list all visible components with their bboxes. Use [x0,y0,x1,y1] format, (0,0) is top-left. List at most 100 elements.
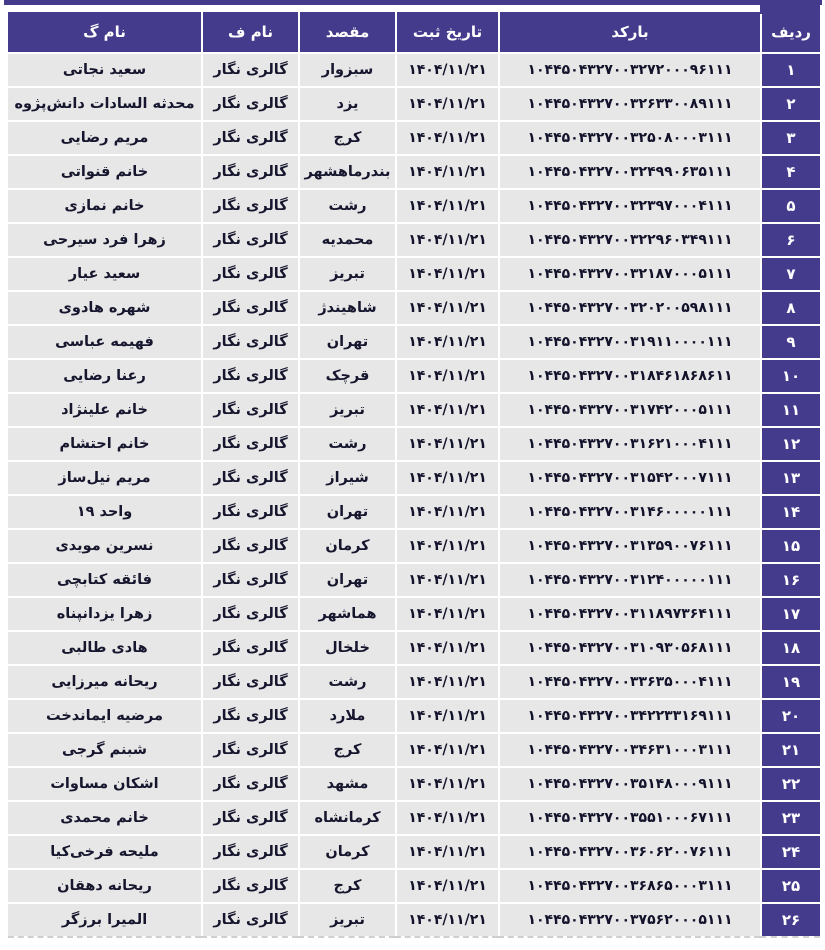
cell-last-name: زهرا فرد سیرحی [8,223,202,258]
cell-last-name: مریم رضایی [8,121,202,156]
cell-row-number: ۲۶ [760,903,820,938]
cell-date: ۱۴۰۴/۱۱/۲۱ [395,359,499,394]
column-header-barcode: بارکد [498,12,761,54]
cell-first-name: گالری نگار [201,291,299,326]
cell-barcode: ۱۰۴۴۵۰۴۳۲۷۰۰۳۱۸۴۶۱۸۶۸۶۱۱ [498,359,761,394]
cell-barcode: ۱۰۴۴۵۰۴۳۲۷۰۰۳۱۱۸۹۷۳۶۴۱۱۱ [498,597,761,632]
cell-destination: رشت [298,427,396,462]
cell-destination: شیراز [298,461,396,496]
table-row: ۱۶ ۱۰۴۴۵۰۴۳۲۷۰۰۳۱۲۴۰۰۰۰۰۱۱۱ ۱۴۰۴/۱۱/۲۱ ت… [8,563,820,598]
cell-last-name: سعید نجاتی [8,53,202,88]
cell-barcode: ۱۰۴۴۵۰۴۳۲۷۰۰۳۲۵۰۸۰۰۰۳۱۱۱ [498,121,761,156]
cell-first-name: گالری نگار [201,563,299,598]
cell-date: ۱۴۰۴/۱۱/۲۱ [395,53,499,88]
table-row: ۸ ۱۰۴۴۵۰۴۳۲۷۰۰۳۲۰۲۰۰۵۹۸۱۱۱ ۱۴۰۴/۱۱/۲۱ شا… [8,291,820,326]
cell-barcode: ۱۰۴۴۵۰۴۳۲۷۰۰۳۵۱۴۸۰۰۰۹۱۱۱ [498,767,761,802]
cell-barcode: ۱۰۴۴۵۰۴۳۲۷۰۰۳۲۲۹۶۰۳۴۹۱۱۱ [498,223,761,258]
cell-last-name: نسرین مویدی [8,529,202,564]
cell-last-name: شهره هادوی [8,291,202,326]
cell-first-name: گالری نگار [201,461,299,496]
cell-first-name: گالری نگار [201,495,299,530]
cell-destination: تبریز [298,393,396,428]
cell-first-name: گالری نگار [201,223,299,258]
cell-date: ۱۴۰۴/۱۱/۲۱ [395,699,499,734]
cell-barcode: ۱۰۴۴۵۰۴۳۲۷۰۰۳۲۶۳۳۰۰۸۹۱۱۱ [498,87,761,122]
cell-last-name: المیرا برزگر [8,903,202,938]
table-row: ۱۵ ۱۰۴۴۵۰۴۳۲۷۰۰۳۱۳۵۹۰۰۷۶۱۱۱ ۱۴۰۴/۱۱/۲۱ ک… [8,529,820,564]
cell-first-name: گالری نگار [201,53,299,88]
cell-barcode: ۱۰۴۴۵۰۴۳۲۷۰۰۳۱۳۵۹۰۰۷۶۱۱۱ [498,529,761,564]
column-header-last-name: نام گ [8,12,202,54]
table-row: ۲ ۱۰۴۴۵۰۴۳۲۷۰۰۳۲۶۳۳۰۰۸۹۱۱۱ ۱۴۰۴/۱۱/۲۱ یز… [8,87,820,122]
cell-date: ۱۴۰۴/۱۱/۲۱ [395,291,499,326]
cell-barcode: ۱۰۴۴۵۰۴۳۲۷۰۰۳۱۲۴۰۰۰۰۰۱۱۱ [498,563,761,598]
cell-row-number: ۱۱ [760,393,820,428]
cell-barcode: ۱۰۴۴۵۰۴۳۲۷۰۰۳۲۱۸۷۰۰۰۵۱۱۱ [498,257,761,292]
cell-last-name: زهرا یزدانپناه [8,597,202,632]
cell-last-name: فائقه کتابچی [8,563,202,598]
cell-destination: محمدیه [298,223,396,258]
cell-first-name: گالری نگار [201,665,299,700]
cell-date: ۱۴۰۴/۱۱/۲۱ [395,529,499,564]
cell-row-number: ۱۳ [760,461,820,496]
cell-date: ۱۴۰۴/۱۱/۲۱ [395,393,499,428]
cell-last-name: شبنم گرجی [8,733,202,768]
cell-destination: کرمانشاه [298,801,396,836]
cell-first-name: گالری نگار [201,869,299,904]
cell-date: ۱۴۰۴/۱۱/۲۱ [395,189,499,224]
cell-date: ۱۴۰۴/۱۱/۲۱ [395,597,499,632]
cell-row-number: ۲۵ [760,869,820,904]
cell-first-name: گالری نگار [201,903,299,938]
cell-date: ۱۴۰۴/۱۱/۲۱ [395,631,499,666]
cell-last-name: سعید عیار [8,257,202,292]
cell-barcode: ۱۰۴۴۵۰۴۳۲۷۰۰۳۲۰۲۰۰۵۹۸۱۱۱ [498,291,761,326]
cell-destination: هماشهر [298,597,396,632]
cell-row-number: ۱ [760,53,820,88]
table-header: ردیف بارکد تاریخ ثبت مقصد نام ف نام گ [8,12,820,54]
cell-destination: خلخال [298,631,396,666]
table-row: ۲۲ ۱۰۴۴۵۰۴۳۲۷۰۰۳۵۱۴۸۰۰۰۹۱۱۱ ۱۴۰۴/۱۱/۲۱ م… [8,767,820,802]
cell-first-name: گالری نگار [201,801,299,836]
cell-destination: کرج [298,869,396,904]
header-row: ردیف بارکد تاریخ ثبت مقصد نام ف نام گ [8,12,820,54]
table-row: ۲۰ ۱۰۴۴۵۰۴۳۲۷۰۰۳۴۲۲۳۳۱۶۹۱۱۱ ۱۴۰۴/۱۱/۲۱ م… [8,699,820,734]
cell-destination: کرمان [298,529,396,564]
cell-row-number: ۸ [760,291,820,326]
cell-last-name: خانم علینژاد [8,393,202,428]
cell-barcode: ۱۰۴۴۵۰۴۳۲۷۰۰۳۱۰۹۳۰۵۶۸۱۱۱ [498,631,761,666]
table-row: ۲۶ ۱۰۴۴۵۰۴۳۲۷۰۰۳۷۵۶۲۰۰۰۵۱۱۱ ۱۴۰۴/۱۱/۲۱ ت… [8,903,820,938]
table-row: ۱۴ ۱۰۴۴۵۰۴۳۲۷۰۰۳۱۴۶۰۰۰۰۰۱۱۱ ۱۴۰۴/۱۱/۲۱ ت… [8,495,820,530]
cell-first-name: گالری نگار [201,597,299,632]
cell-destination: شاهیندژ [298,291,396,326]
table-row: ۲۴ ۱۰۴۴۵۰۴۳۲۷۰۰۳۶۰۶۲۰۰۷۶۱۱۱ ۱۴۰۴/۱۱/۲۱ ک… [8,835,820,870]
cell-first-name: گالری نگار [201,325,299,360]
cell-destination: بندرماهشهر [298,155,396,190]
cell-last-name: ملیحه فرخی‌کیا [8,835,202,870]
table-row: ۲۱ ۱۰۴۴۵۰۴۳۲۷۰۰۳۴۶۳۱۰۰۰۳۱۱۱ ۱۴۰۴/۱۱/۲۱ ک… [8,733,820,768]
cell-destination: قرچک [298,359,396,394]
cell-first-name: گالری نگار [201,631,299,666]
cell-barcode: ۱۰۴۴۵۰۴۳۲۷۰۰۳۱۵۴۲۰۰۰۷۱۱۱ [498,461,761,496]
column-header-destination: مقصد [298,12,396,54]
cell-barcode: ۱۰۴۴۵۰۴۳۲۷۰۰۳۵۵۱۰۰۰۶۷۱۱۱ [498,801,761,836]
table-row: ۴ ۱۰۴۴۵۰۴۳۲۷۰۰۳۲۴۹۹۰۶۳۵۱۱۱ ۱۴۰۴/۱۱/۲۱ بن… [8,155,820,190]
table-row: ۵ ۱۰۴۴۵۰۴۳۲۷۰۰۳۲۳۹۷۰۰۰۴۱۱۱ ۱۴۰۴/۱۱/۲۱ رش… [8,189,820,224]
cell-date: ۱۴۰۴/۱۱/۲۱ [395,835,499,870]
cell-first-name: گالری نگار [201,155,299,190]
cell-row-number: ۱۷ [760,597,820,632]
cell-date: ۱۴۰۴/۱۱/۲۱ [395,563,499,598]
cell-barcode: ۱۰۴۴۵۰۴۳۲۷۰۰۳۴۶۳۱۰۰۰۳۱۱۱ [498,733,761,768]
cell-barcode: ۱۰۴۴۵۰۴۳۲۷۰۰۳۱۷۴۲۰۰۰۵۱۱۱ [498,393,761,428]
cell-destination: تبریز [298,903,396,938]
cell-first-name: گالری نگار [201,427,299,462]
radif-header-extension [760,0,820,14]
table-row: ۱۲ ۱۰۴۴۵۰۴۳۲۷۰۰۳۱۶۲۱۰۰۰۴۱۱۱ ۱۴۰۴/۱۱/۲۱ ر… [8,427,820,462]
cell-first-name: گالری نگار [201,87,299,122]
cell-date: ۱۴۰۴/۱۱/۲۱ [395,903,499,938]
cell-date: ۱۴۰۴/۱۱/۲۱ [395,869,499,904]
cell-last-name: ریحانه دهقان [8,869,202,904]
table-row: ۳ ۱۰۴۴۵۰۴۳۲۷۰۰۳۲۵۰۸۰۰۰۳۱۱۱ ۱۴۰۴/۱۱/۲۱ کر… [8,121,820,156]
table-row: ۶ ۱۰۴۴۵۰۴۳۲۷۰۰۳۲۲۹۶۰۳۴۹۱۱۱ ۱۴۰۴/۱۱/۲۱ مح… [8,223,820,258]
cell-barcode: ۱۰۴۴۵۰۴۳۲۷۰۰۳۲۷۲۰۰۰۹۶۱۱۱ [498,53,761,88]
